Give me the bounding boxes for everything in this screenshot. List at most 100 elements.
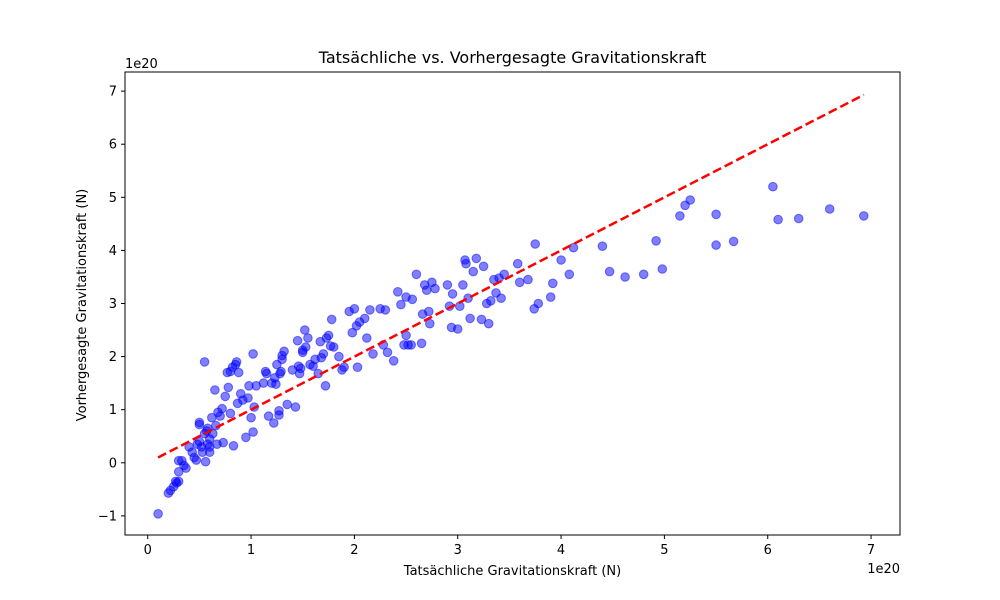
data-point bbox=[243, 393, 253, 403]
plot-frame bbox=[124, 71, 901, 536]
x-tick-label: 3 bbox=[454, 543, 462, 558]
data-point bbox=[225, 408, 236, 419]
data-point bbox=[545, 292, 556, 302]
data-point bbox=[447, 289, 458, 299]
data-point bbox=[452, 324, 463, 334]
data-point bbox=[638, 269, 649, 280]
data-point bbox=[279, 346, 289, 357]
data-point bbox=[223, 382, 234, 393]
data-point bbox=[246, 412, 256, 423]
data-point bbox=[339, 362, 349, 373]
data-point bbox=[604, 266, 615, 277]
data-point bbox=[282, 399, 293, 410]
data-point bbox=[368, 349, 378, 359]
data-point bbox=[496, 293, 506, 304]
data-point bbox=[218, 437, 228, 448]
data-point bbox=[416, 338, 427, 349]
data-point bbox=[362, 333, 372, 343]
reference-line-layer bbox=[157, 93, 865, 459]
data-point bbox=[352, 362, 363, 373]
data-point bbox=[568, 242, 579, 253]
data-point bbox=[261, 368, 272, 379]
y-tick-label: 2 bbox=[109, 350, 117, 365]
y-tick-label: −1 bbox=[98, 509, 117, 524]
data-point bbox=[153, 509, 163, 519]
data-point bbox=[461, 258, 471, 269]
reference-line bbox=[157, 93, 865, 459]
data-point bbox=[258, 378, 269, 388]
data-point bbox=[274, 406, 284, 416]
data-point bbox=[597, 241, 608, 251]
data-point bbox=[320, 381, 331, 391]
data-point bbox=[468, 266, 479, 277]
data-point bbox=[194, 419, 205, 430]
x-axis-label: Tatsächliche Gravitationskraft (N) bbox=[403, 564, 621, 579]
data-point bbox=[292, 335, 303, 346]
data-point bbox=[523, 274, 533, 285]
data-point bbox=[228, 441, 239, 451]
data-point bbox=[483, 318, 494, 329]
data-point bbox=[465, 313, 475, 324]
data-point bbox=[382, 347, 393, 358]
data-point bbox=[301, 342, 311, 352]
data-point bbox=[793, 213, 804, 224]
data-point bbox=[328, 342, 339, 352]
data-point bbox=[396, 299, 406, 310]
data-point bbox=[303, 333, 313, 343]
x-tick-label: 1 bbox=[247, 543, 255, 558]
data-point bbox=[425, 318, 435, 329]
data-point bbox=[430, 283, 440, 294]
data-point bbox=[334, 351, 344, 362]
data-point bbox=[548, 278, 558, 289]
y-tick-label: 1 bbox=[109, 403, 117, 418]
data-point bbox=[248, 349, 258, 359]
data-point bbox=[248, 427, 258, 437]
data-point bbox=[200, 456, 211, 467]
data-point bbox=[728, 236, 739, 247]
data-point bbox=[388, 356, 399, 366]
data-point bbox=[300, 325, 310, 335]
data-point bbox=[564, 269, 575, 280]
data-point bbox=[347, 327, 358, 338]
data-point bbox=[326, 314, 337, 325]
data-point bbox=[533, 298, 544, 309]
data-point bbox=[424, 306, 434, 317]
data-point bbox=[675, 211, 685, 221]
data-point bbox=[380, 305, 391, 315]
data-point bbox=[220, 391, 230, 402]
x-tick-label: 7 bbox=[867, 543, 875, 558]
x-tick-label: 0 bbox=[144, 543, 152, 558]
data-point bbox=[657, 264, 668, 274]
data-point bbox=[393, 287, 403, 297]
data-point bbox=[768, 181, 778, 192]
x-tick-label: 6 bbox=[764, 543, 772, 558]
data-point bbox=[199, 357, 210, 367]
data-point bbox=[685, 195, 696, 205]
x-tick-label: 5 bbox=[660, 543, 668, 558]
data-point bbox=[556, 255, 566, 265]
data-point bbox=[204, 447, 215, 458]
chart-title: Tatsächliche vs. Vorhergesagte Gravitati… bbox=[318, 48, 707, 67]
data-point bbox=[231, 357, 242, 367]
y-tick-label: 0 bbox=[109, 456, 117, 471]
data-point bbox=[773, 214, 783, 225]
y-axis-label: Vorhergesagte Gravitationskraft (N) bbox=[75, 189, 90, 422]
data-point bbox=[530, 239, 541, 249]
data-point bbox=[323, 330, 334, 341]
data-point bbox=[269, 418, 279, 428]
data-point bbox=[181, 463, 191, 473]
x-tick-label: 2 bbox=[350, 543, 358, 558]
data-point bbox=[711, 209, 721, 220]
data-point bbox=[407, 294, 418, 305]
data-point bbox=[191, 455, 202, 465]
data-point bbox=[859, 211, 869, 221]
data-point bbox=[651, 236, 661, 246]
data-point bbox=[442, 280, 453, 290]
data-point bbox=[233, 367, 244, 378]
data-point bbox=[458, 280, 468, 290]
data-point bbox=[620, 272, 630, 282]
data-point bbox=[411, 269, 422, 280]
data-point bbox=[290, 402, 301, 412]
x-tick-label: 4 bbox=[557, 543, 565, 558]
